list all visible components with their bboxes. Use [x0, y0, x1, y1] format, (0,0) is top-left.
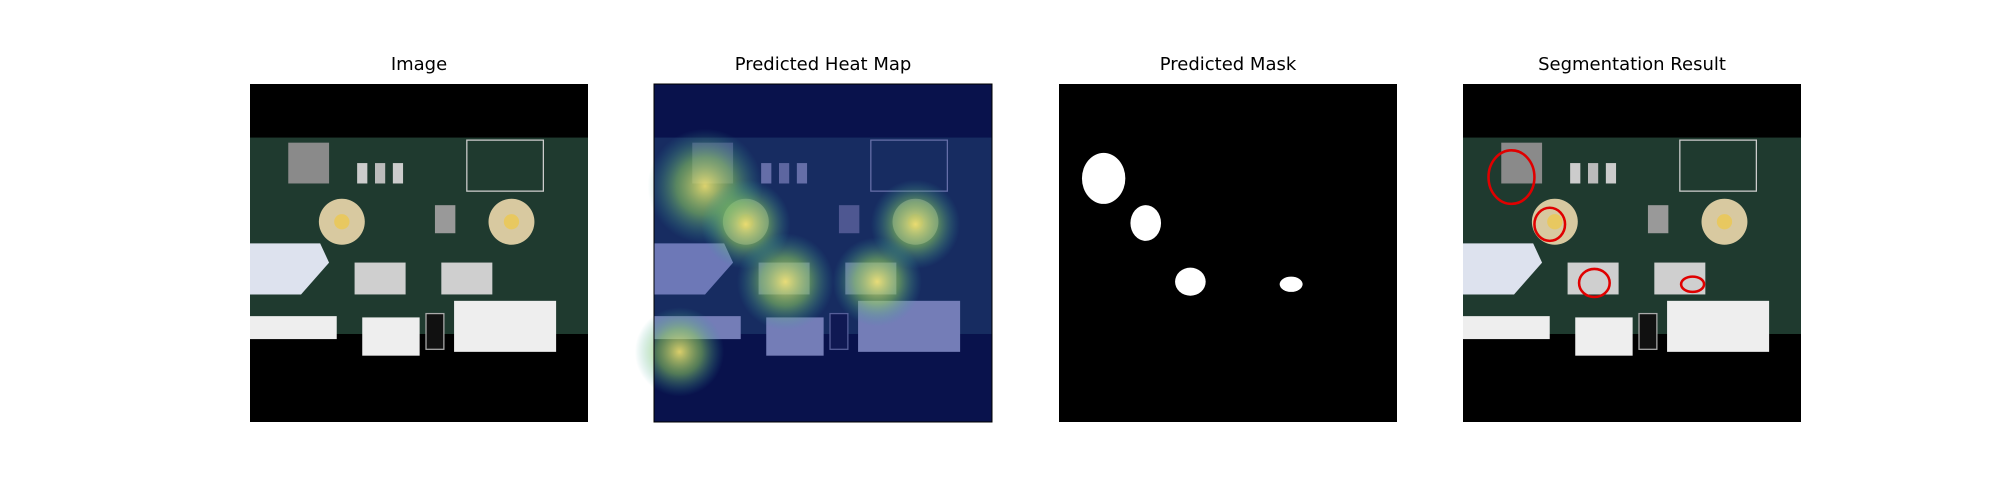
pcb-image [250, 84, 588, 422]
mask-background [1059, 84, 1397, 422]
mask-blobs [1081, 152, 1303, 296]
heat-blobs [634, 128, 961, 397]
pcb-image [1463, 84, 1801, 422]
panel-title: Segmentation Result [1538, 54, 1726, 75]
panel-title: Image [391, 54, 447, 75]
panel-segmentation: Segmentation Result [1463, 54, 1801, 422]
panel-heatmap: Predicted Heat Map [634, 54, 993, 423]
panel-frame [653, 83, 993, 423]
panel-title: Predicted Heat Map [735, 54, 912, 75]
panel-title: Predicted Mask [1160, 54, 1297, 75]
segment-outlines [1487, 149, 1706, 299]
panel-mask: Predicted Mask [1059, 54, 1397, 422]
panel-image: Image [250, 54, 588, 422]
